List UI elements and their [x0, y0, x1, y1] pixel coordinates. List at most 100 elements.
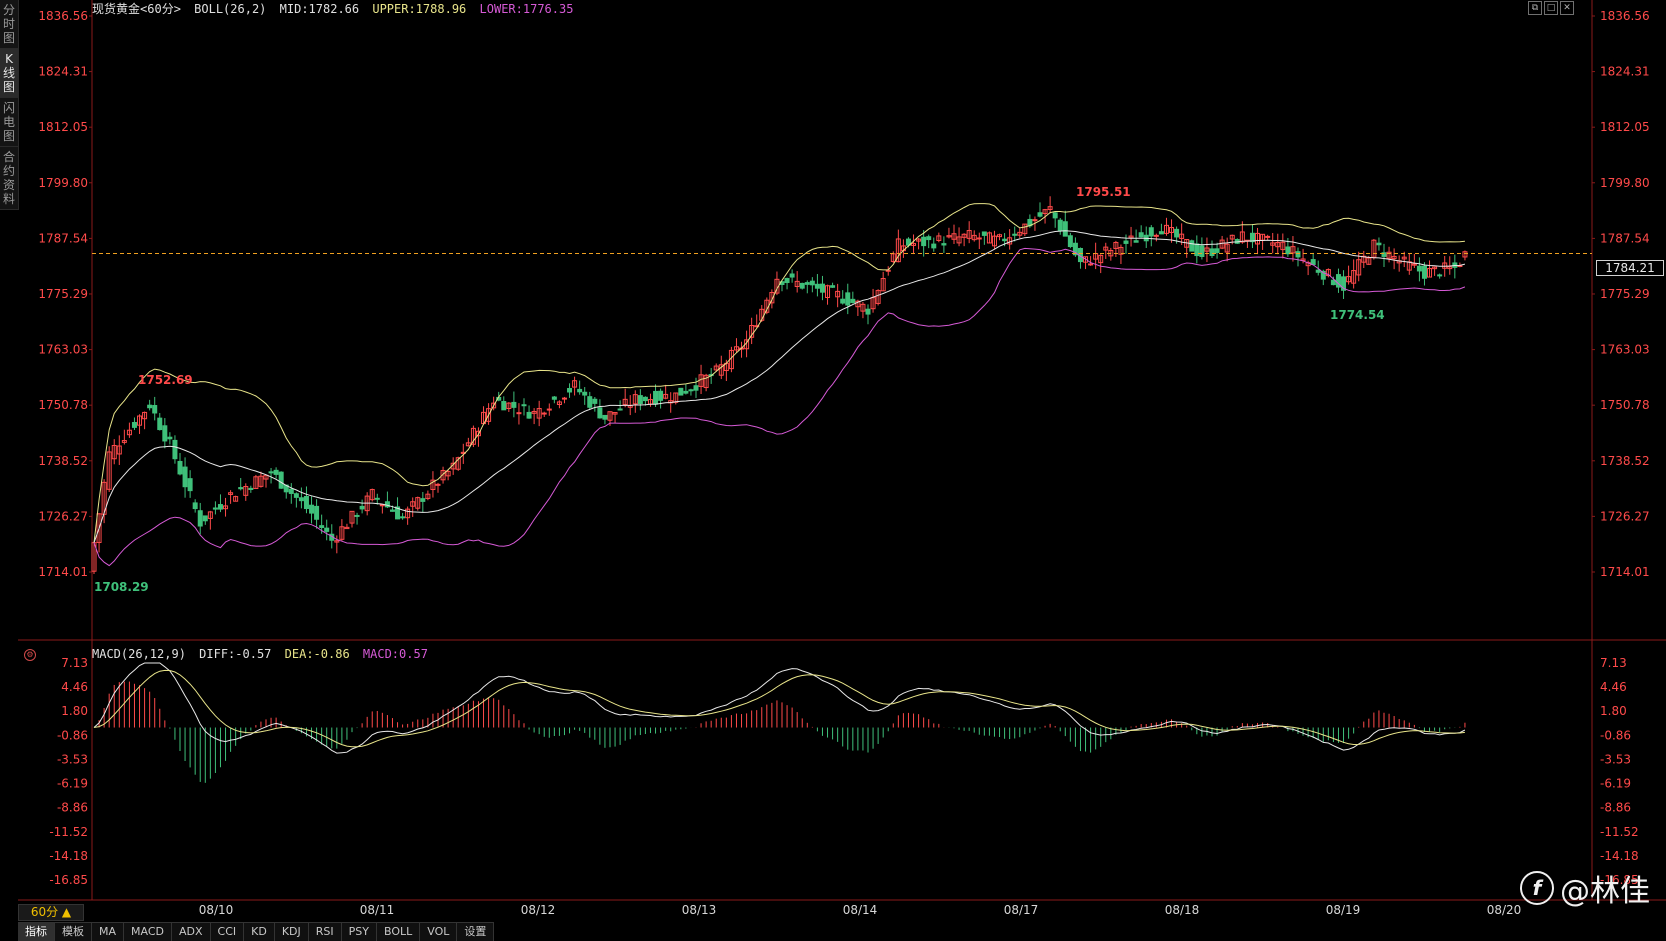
candle-body [1042, 209, 1048, 215]
tab-flash-chart[interactable]: 闪电图 [0, 98, 18, 147]
indicator-tab-kdj[interactable]: KDJ [275, 923, 309, 941]
boll-indicator-name[interactable]: BOLL(26,2) [194, 2, 267, 16]
macd-axis-label-right: -0.86 [1600, 728, 1631, 742]
candle-body [415, 497, 421, 509]
macd-diff-line [93, 662, 1466, 754]
indicator-tab-adx[interactable]: ADX [172, 923, 211, 941]
candle-body [486, 408, 492, 422]
price-axis-label-right: 1787.54 [1600, 231, 1650, 245]
candle-body [1158, 231, 1164, 235]
period-selector[interactable]: 60分 ▲ [18, 904, 84, 921]
candle-body [1224, 243, 1230, 253]
current-price-label: 1784.21 [1596, 260, 1664, 276]
symbol-name: 现货黄金 [92, 2, 141, 16]
candle-body [1012, 233, 1018, 236]
candle-body [349, 510, 355, 524]
candle-body [587, 396, 593, 408]
candle-body [617, 408, 623, 411]
candle-body [1255, 232, 1261, 245]
tab-time-chart[interactable]: 分时图 [0, 0, 18, 49]
candle-body [577, 388, 583, 393]
candle-body [911, 243, 917, 246]
indicator-tab-boll[interactable]: BOLL [377, 923, 421, 941]
candle-body [293, 493, 299, 498]
candle-body [334, 540, 340, 543]
candle-body [556, 401, 562, 405]
macd-settings-icon[interactable]: ⚙ [24, 649, 36, 661]
candle-body [157, 417, 163, 431]
macd-diff-value: DIFF:-0.57 [199, 647, 272, 661]
candle-body [809, 280, 815, 286]
candle-body [981, 231, 987, 236]
candle-body [228, 492, 234, 495]
candle-body [1189, 240, 1195, 252]
indicator-tab-macd[interactable]: MACD [124, 923, 172, 941]
candle-body [1427, 268, 1433, 278]
candle-body [475, 430, 481, 437]
close-icon[interactable]: ✕ [1560, 1, 1574, 15]
indicator-tab-设置[interactable]: 设置 [457, 923, 495, 941]
price-axis-label-left: 1799.80 [38, 176, 88, 190]
indicator-tab-rsi[interactable]: RSI [309, 923, 342, 941]
candle-body [1295, 251, 1301, 258]
macd-name[interactable]: MACD(26,12,9) [92, 647, 186, 661]
candle-body [683, 390, 689, 394]
candle-body [986, 232, 992, 244]
candle-body [465, 442, 471, 447]
candle-body [1047, 206, 1053, 210]
candle-body [769, 292, 775, 304]
candle-body [572, 380, 578, 388]
candle-body [1138, 232, 1144, 238]
candle-body [597, 407, 603, 419]
price-axis-label-right: 1836.56 [1600, 9, 1650, 23]
candle-body [324, 527, 330, 532]
indicator-tab-模板[interactable]: 模板 [55, 923, 92, 941]
candle-body [703, 374, 709, 389]
macd-axis-label-left: 4.46 [61, 680, 88, 694]
candle-body [1290, 246, 1296, 254]
candle-body [905, 238, 911, 246]
candle-body [152, 405, 158, 414]
candle-body [1411, 263, 1417, 266]
candle-body [895, 238, 901, 263]
indicator-tab-vol[interactable]: VOL [420, 923, 458, 941]
indicator-tab-cci[interactable]: CCI [211, 923, 245, 941]
candle-body [1341, 276, 1347, 291]
candle-body [966, 230, 972, 239]
candle-body [435, 483, 441, 486]
boll-mid-value: MID:1782.66 [279, 2, 360, 16]
candle-body [819, 283, 825, 293]
candle-body [1381, 252, 1387, 257]
macd-histogram [98, 681, 1466, 783]
candle-body [253, 476, 259, 490]
candle-body [541, 412, 547, 415]
candle-body [395, 506, 401, 520]
candle-body [1057, 219, 1063, 232]
candle-body [1249, 232, 1255, 243]
indicator-tab-kd[interactable]: KD [244, 923, 275, 941]
price-axis-label-left: 1726.27 [38, 509, 88, 523]
annotation-low: 1708.29 [94, 580, 149, 594]
candle-body [1346, 276, 1352, 283]
candle-body [536, 408, 542, 419]
candle-body [799, 282, 805, 289]
maximize-icon[interactable]: □ [1544, 1, 1558, 15]
indicator-tab-ma[interactable]: MA [92, 923, 125, 941]
indicator-tab-psy[interactable]: PSY [342, 923, 377, 941]
boll-upper-value: UPPER:1788.96 [372, 2, 467, 16]
candle-body [936, 235, 942, 241]
tab-contract-info[interactable]: 合约资料 [0, 147, 18, 210]
candle-body [1285, 246, 1291, 255]
macd-axis-label-right: -16.85 [1600, 873, 1639, 887]
candle-body [1239, 231, 1245, 243]
candle-body [551, 396, 557, 400]
candle-body [1169, 227, 1175, 233]
window-controls: ⧉ □ ✕ [1528, 1, 1574, 15]
tab-k-line[interactable]: K线图 [0, 49, 18, 98]
candle-body [1351, 270, 1357, 284]
restore-icon[interactable]: ⧉ [1528, 1, 1542, 15]
candle-body [405, 508, 411, 519]
indicator-tab-指标[interactable]: 指标 [18, 923, 55, 941]
candle-body [531, 410, 537, 414]
